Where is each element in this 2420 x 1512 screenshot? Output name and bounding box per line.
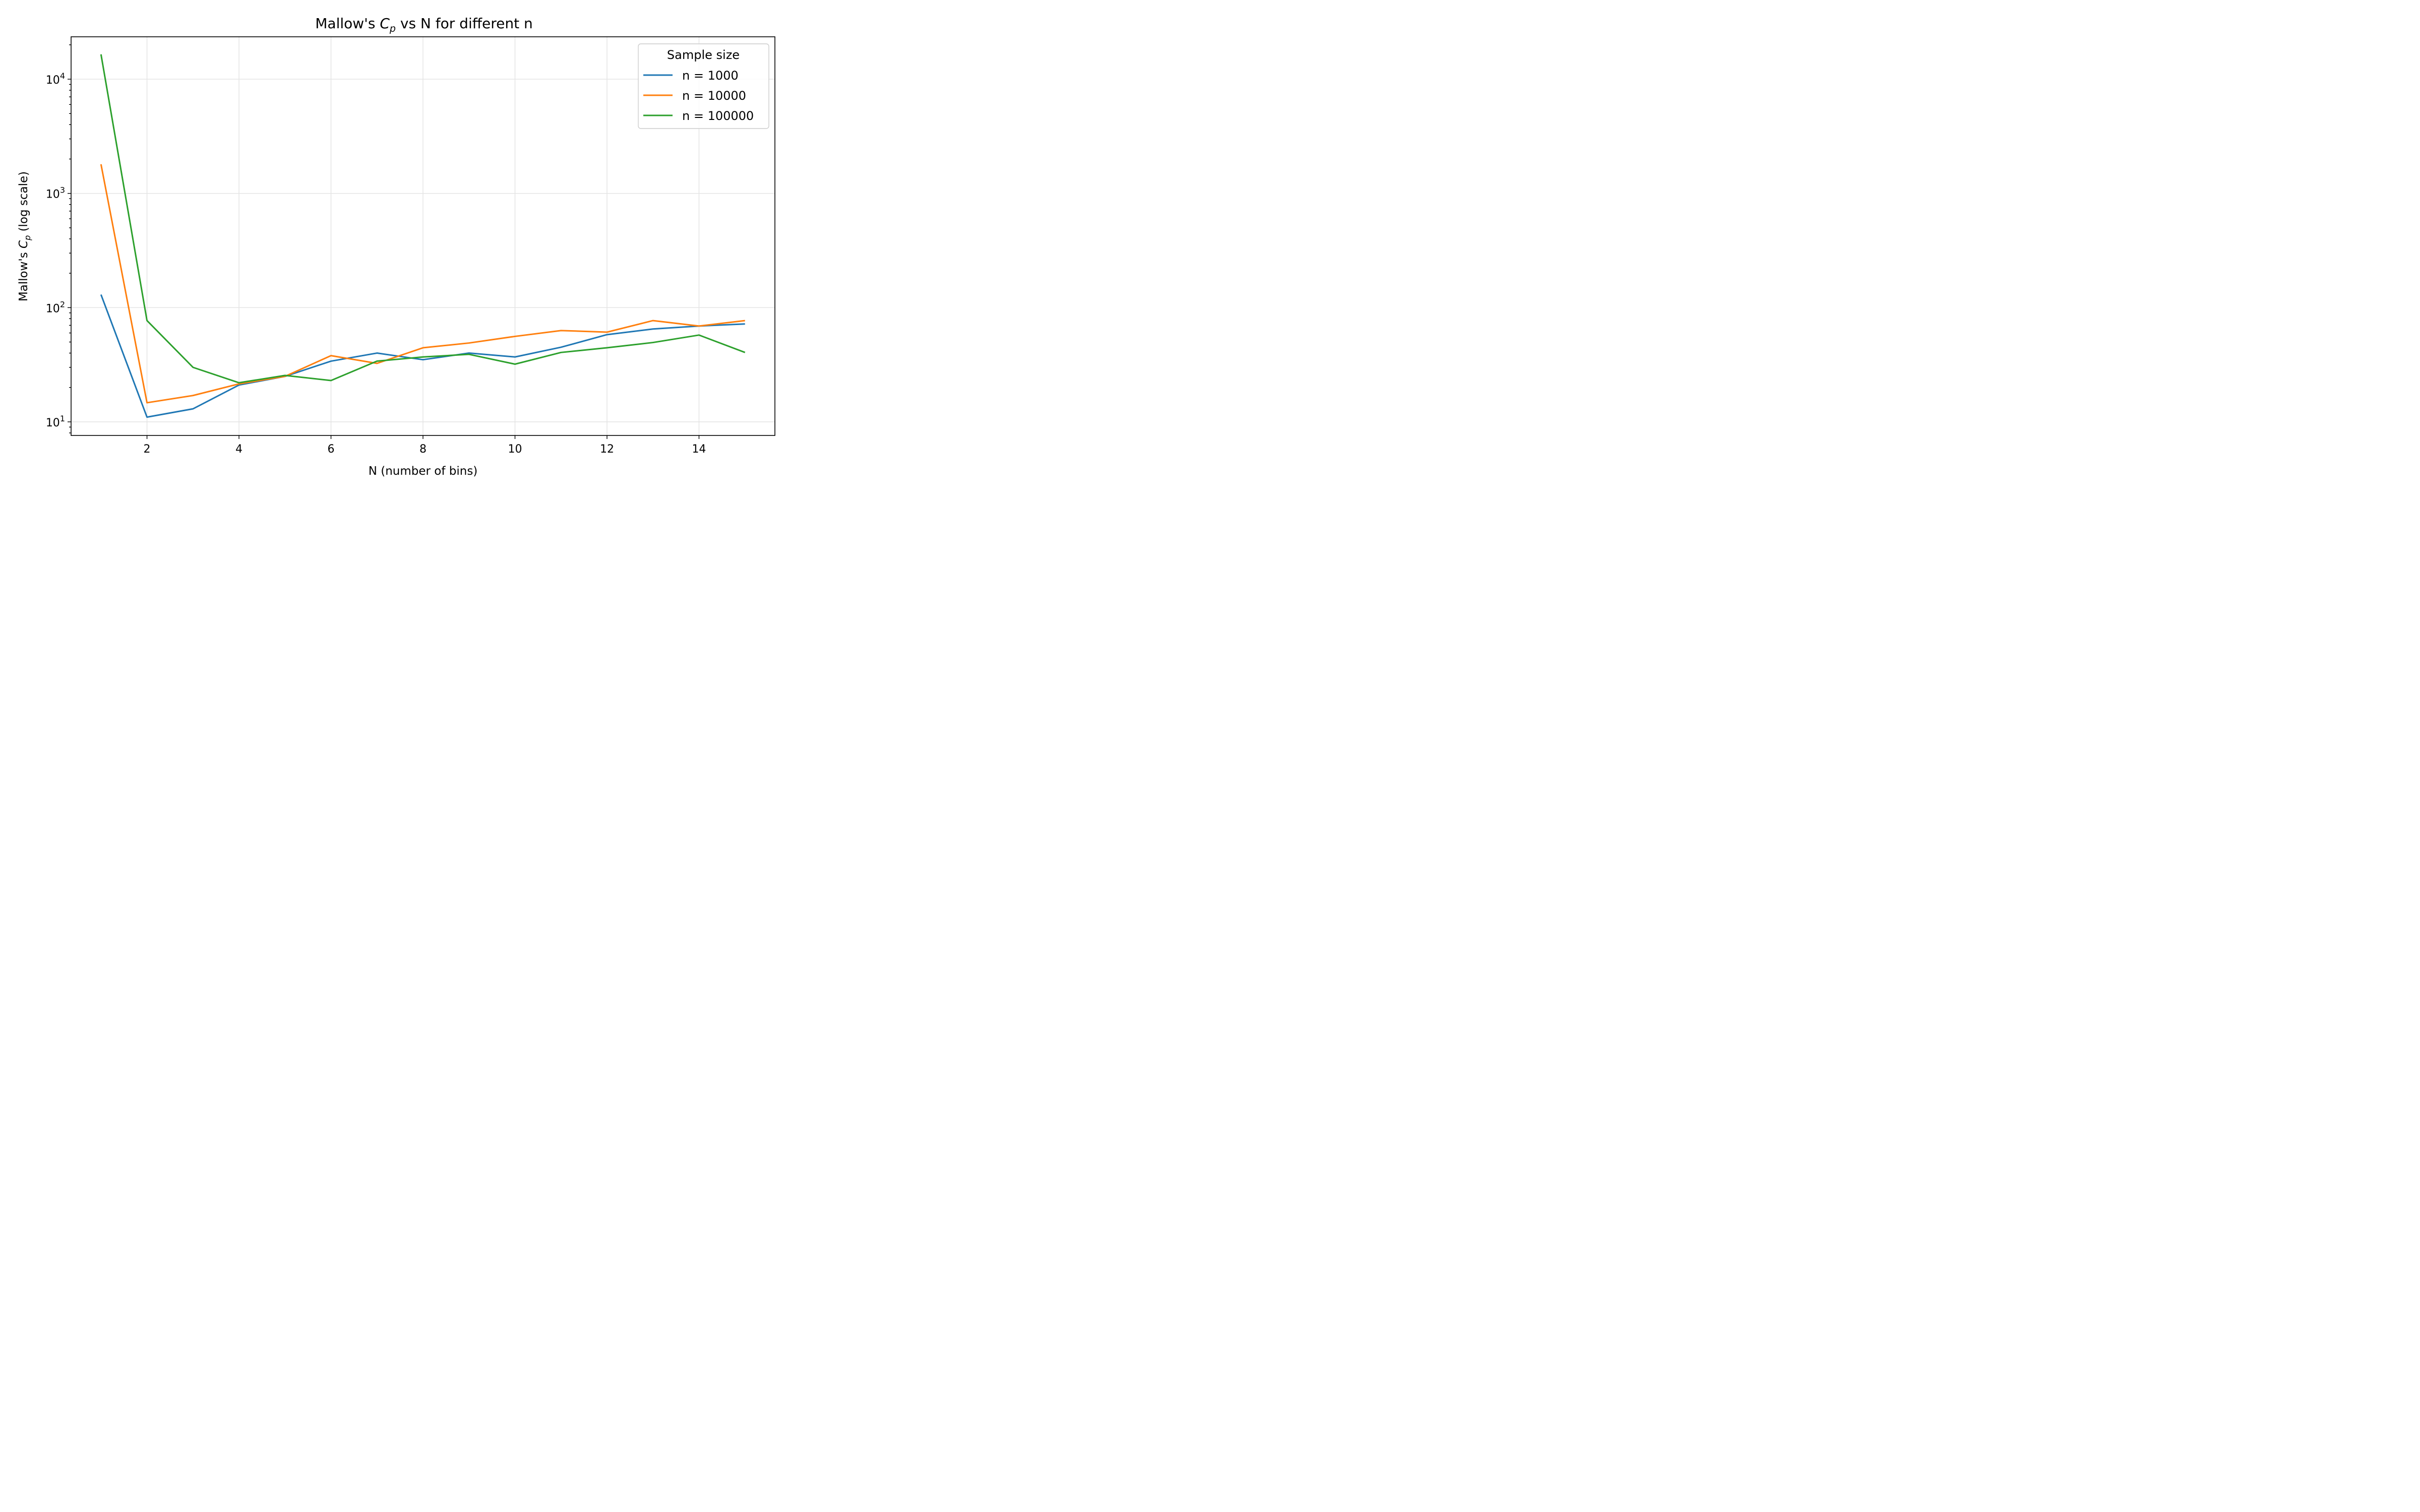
- legend-box: [638, 43, 769, 129]
- legend-label: n = 10000: [682, 89, 746, 103]
- series-line-2: [100, 164, 745, 404]
- chart: Mallow's Cp vs N for different n 2 4 6 8 10 1…: [0, 0, 791, 494]
- y-tick-label: 101: [46, 414, 65, 429]
- chart-title: Mallow's Cp vs N for different n: [315, 15, 533, 34]
- series-line-1: [100, 294, 745, 418]
- x-axis-label: N (number of bins): [369, 465, 478, 478]
- legend-title: Sample size: [667, 48, 740, 62]
- plot-series: [100, 54, 746, 418]
- x-tick-label: 10: [508, 443, 522, 456]
- legend: Sample size n = 1000 n = 10000 n = 100000: [638, 43, 769, 129]
- x-tick-label: 2: [144, 443, 151, 456]
- y-tick-label: 103: [46, 185, 65, 201]
- x-axis: 2 4 6 8 10 12 14: [144, 435, 706, 456]
- legend-label: n = 1000: [682, 69, 739, 83]
- x-tick-label: 6: [328, 443, 335, 456]
- x-tick-label: 14: [692, 443, 706, 456]
- legend-entry: n = 1000: [643, 69, 739, 83]
- y-axis: 101 102 103 104: [46, 44, 71, 433]
- x-tick-label: 8: [419, 443, 427, 456]
- y-axis-label: Mallow's Cp (log scale): [17, 171, 32, 301]
- y-tick-label: 102: [46, 299, 65, 315]
- series-line-3: [100, 54, 746, 384]
- y-tick-label: 104: [46, 71, 65, 87]
- legend-label: n = 100000: [682, 109, 754, 123]
- x-tick-label: 4: [235, 443, 243, 456]
- x-tick-label: 12: [600, 443, 614, 456]
- legend-entry: n = 10000: [643, 89, 746, 103]
- legend-entry: n = 100000: [643, 109, 754, 123]
